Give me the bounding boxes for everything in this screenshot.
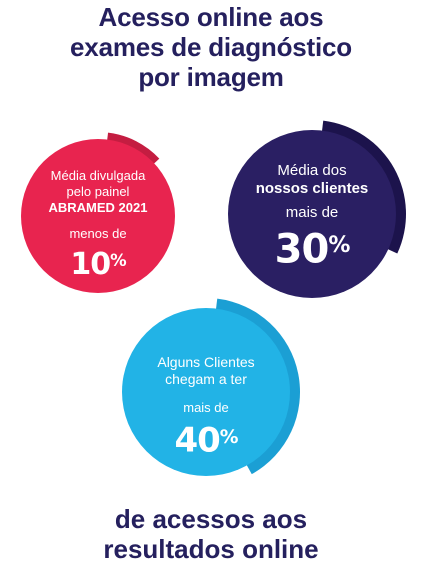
alguns-label-1: Alguns Clientes — [157, 354, 255, 370]
alguns-stat-circle: Alguns Clientes chegam a ter mais de 40% — [120, 292, 310, 492]
clientes-circle-graphic — [228, 120, 406, 298]
alguns-prefix: mais de — [183, 400, 229, 415]
clientes-label-1: Média dos — [277, 162, 347, 179]
abramed-number: 10 — [70, 247, 111, 282]
title-line-3: por imagem — [138, 62, 284, 92]
abramed-value: 10% — [28, 242, 168, 281]
alguns-percent: % — [219, 426, 239, 448]
clientes-label-2: nossos clientes — [255, 180, 369, 197]
footer-line-1: de acessos aos — [114, 504, 308, 534]
clientes-stat-circle: Média dos nossos clientes mais de 30% — [226, 118, 416, 308]
alguns-label-2: chegam a ter — [165, 371, 247, 387]
alguns-circle-graphic — [122, 298, 300, 476]
alguns-value: 40% — [126, 416, 286, 458]
clientes-prefix: mais de — [285, 204, 339, 221]
abramed-circle-graphic — [21, 132, 175, 293]
alguns-disc — [122, 308, 290, 476]
clientes-disc — [228, 130, 396, 298]
footer-caption: de acessos aos resultados online — [0, 504, 422, 564]
title-line-1: Acesso online aos — [98, 2, 324, 32]
abramed-prefix: menos de — [69, 226, 127, 241]
alguns-number: 40 — [174, 420, 220, 461]
clientes-percent: % — [328, 233, 350, 259]
title-line-2: exames de diagnóstico — [70, 32, 352, 62]
abramed-label-3: ABRAMED 2021 — [48, 200, 148, 215]
clientes-value: 30% — [232, 222, 392, 269]
abramed-label-1: Média divulgada — [50, 168, 146, 183]
footer-line-2: resultados online — [103, 534, 319, 564]
abramed-label-2: pelo painel — [66, 184, 130, 199]
clientes-number: 30 — [274, 226, 330, 273]
abramed-percent: % — [110, 251, 127, 271]
abramed-stat-circle: Média divulgada pelo painel ABRAMED 2021… — [20, 118, 180, 298]
abramed-disc — [21, 139, 175, 293]
page-title: Acesso online aos exames de diagnóstico … — [0, 2, 422, 92]
